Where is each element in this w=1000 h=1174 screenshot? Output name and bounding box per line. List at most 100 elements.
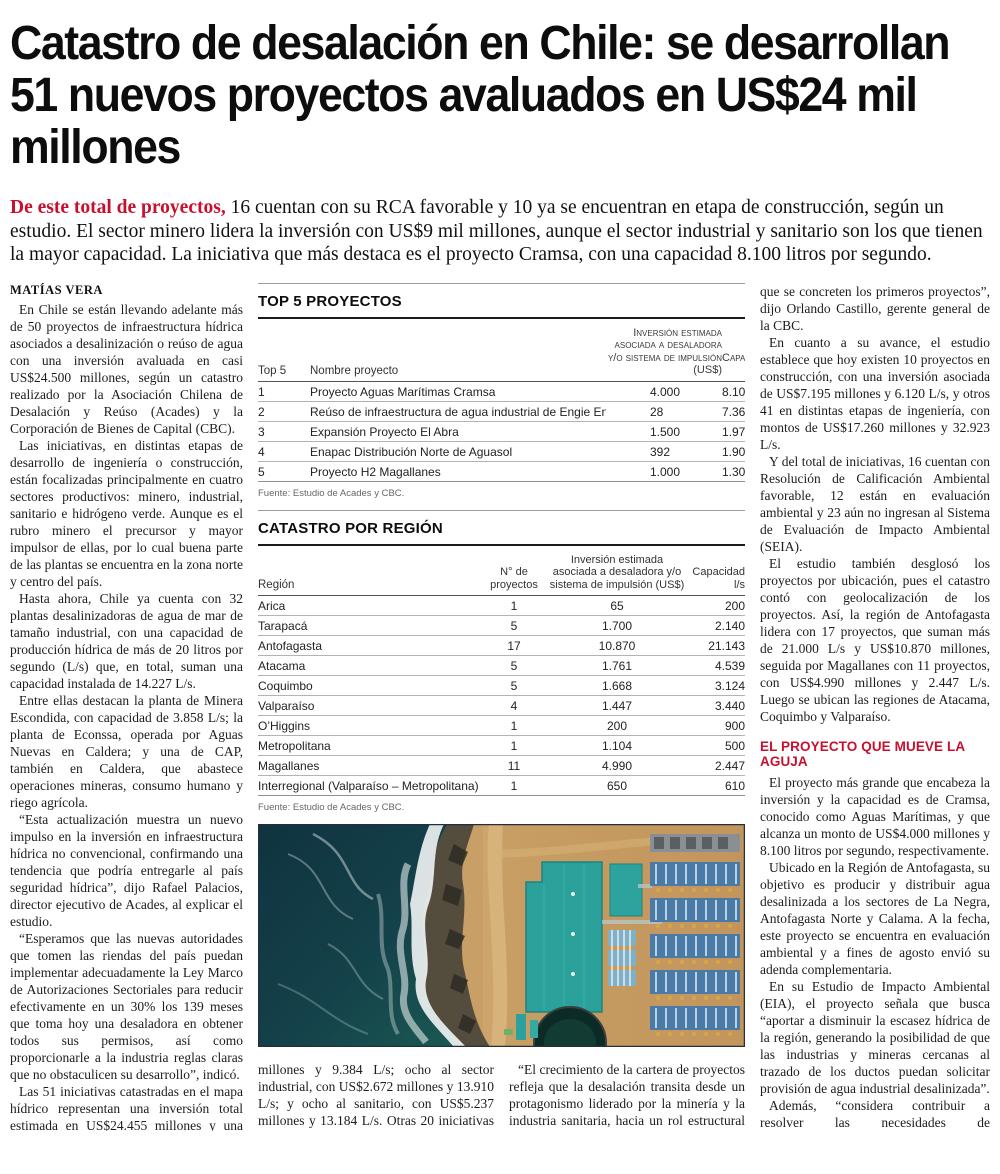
- table-cell: 65: [610, 599, 624, 613]
- table-row: Tarapacá 5 1.700 2.140: [258, 616, 745, 636]
- column-right: que se concreten los primeros proyectos”…: [760, 283, 990, 1131]
- table-cell: Metropolitana: [258, 739, 331, 753]
- body-paragraph: “El crecimiento de la cartera de proyect…: [509, 1062, 745, 1131]
- middle-subcolumn-1: millones y 9.384 L/s; ocho al sector ind…: [258, 1061, 494, 1131]
- table-cell: 5: [510, 679, 518, 693]
- right-column-text-2: El proyecto más grande que encabeza la i…: [760, 774, 990, 1131]
- body-paragraph: Entre ellas destacan la planta de Minera…: [10, 692, 243, 810]
- table-row: Valparaíso 4 1.447 3.440: [258, 696, 745, 716]
- section-subhead: EL PROYECTO QUE MUEVE LA AGUJA: [760, 738, 965, 769]
- body-paragraph: Hasta ahora, Chile ya cuenta con 32 plan…: [10, 590, 243, 691]
- table-cell: 1: [258, 384, 265, 399]
- lede-lead-in: De este total de proyectos,: [10, 197, 226, 218]
- body-paragraph: millones y 9.384 L/s; ocho al sector ind…: [258, 1062, 494, 1131]
- table-cell: 8.100: [722, 384, 745, 399]
- table-cell: Antofagasta: [258, 639, 323, 653]
- table-cell: Expansión Proyecto El Abra: [310, 424, 459, 439]
- article-lede: De este total de proyectos, 16 cuentan c…: [10, 196, 990, 267]
- table-cell: 200: [606, 719, 628, 733]
- col-header-capacidad: Capacidad L/s: [722, 351, 745, 364]
- right-column-text-1: que se concreten los primeros proyectos”…: [760, 283, 990, 725]
- table-cell: Valparaíso: [258, 699, 315, 713]
- table-catastro-source: Fuente: Estudio de Acades y CBC.: [258, 802, 405, 813]
- table-row: Atacama 5 1.761 4.539: [258, 656, 745, 676]
- table-cell: 5: [510, 659, 518, 673]
- table-cell: 200: [724, 599, 745, 613]
- table-cell: 5: [258, 464, 265, 479]
- left-column-text: En Chile se están llevando adelante más …: [10, 301, 243, 1131]
- table-cell: 2.140: [714, 619, 745, 633]
- table-cell: 10.870: [598, 639, 636, 653]
- table-top5-title: TOP 5 PROYECTOS: [258, 292, 402, 310]
- col-header-region: Región: [258, 579, 295, 591]
- table-cell: 1: [510, 779, 518, 793]
- middle-subcolumn-2: “El crecimiento de la cartera de proyect…: [509, 1061, 745, 1131]
- table-cell: 1.700: [601, 619, 633, 633]
- body-paragraph: “Esta actualización muestra un nuevo imp…: [10, 811, 243, 929]
- col-header-inversion: Inversión estimada asociada a desaladora…: [549, 553, 685, 591]
- table-cell: Tarapacá: [258, 619, 308, 633]
- column-left: MATÍAS VERA En Chile se están llevando a…: [10, 283, 243, 1131]
- col-header-top5: Top 5: [258, 364, 287, 377]
- table-cell: 2: [258, 404, 265, 419]
- table-cell: 1.900: [722, 444, 745, 459]
- table-top5-source: Fuente: Estudio de Acades y CBC.: [258, 487, 405, 499]
- table-cell: 900: [724, 719, 745, 733]
- table-cell: 11: [507, 759, 521, 773]
- table-cell: Reúso de infraestructura de agua industr…: [310, 404, 606, 419]
- table-cell: Arica: [258, 599, 286, 613]
- body-paragraph: El proyecto más grande que encabeza la i…: [760, 774, 990, 858]
- table-cell: Proyecto H2 Magallanes: [310, 464, 441, 479]
- table-row: Magallanes 11 4.990 2.447: [258, 756, 745, 776]
- byline: MATÍAS VERA: [10, 282, 103, 297]
- table-row: Interregional (Valparaíso – Metropolitan…: [258, 776, 745, 796]
- aerial-photo-desalination-plant: [258, 824, 745, 1047]
- table-cell: 4: [510, 699, 518, 713]
- table-cell: Coquimbo: [258, 679, 313, 693]
- table-row: Antofagasta 17 10.870 21.143: [258, 636, 745, 656]
- table-cell: Interregional (Valparaíso – Metropolitan…: [258, 779, 479, 793]
- table-cell: 5: [510, 619, 518, 633]
- table-cell: 1.975: [722, 424, 745, 439]
- table-cell: 1.668: [601, 679, 633, 693]
- body-paragraph: Ubicado en la Región de Antofagasta, su …: [760, 859, 990, 977]
- table-cell: 1: [510, 599, 518, 613]
- table-row: 4 Enapac Distribución Norte de Aguasol 392…: [258, 442, 745, 462]
- table-cell: 1.300: [722, 464, 745, 479]
- body-paragraph: En cuanto a su avance, el estudio establ…: [760, 334, 990, 452]
- body-paragraph: En su Estudio de Impacto Ambiental (EIA)…: [760, 978, 990, 1096]
- table-cell: 392: [650, 444, 671, 459]
- body-paragraph: que se concreten los primeros proyectos”…: [760, 283, 990, 333]
- table-row: O’Higgins 1 200 900: [258, 716, 745, 736]
- table-row: Metropolitana 1 1.104 500: [258, 736, 745, 756]
- table-cell: 1.447: [601, 699, 633, 713]
- col-header-nombre: Nombre proyecto: [310, 364, 399, 377]
- table-cell: 4.990: [601, 759, 633, 773]
- table-cell: 1.761: [601, 659, 633, 673]
- table-catastro-header-row: Región N° de proyectos Inversión estimad…: [258, 546, 745, 596]
- table-cell: 4.539: [714, 659, 745, 673]
- table-top5: Top 5 Nombre proyecto Inversión estimada…: [258, 319, 745, 482]
- body-paragraph: Además, “considera contribuir a resolver…: [760, 1097, 990, 1130]
- table-cell: Enapac Distribución Norte de Aguasol: [310, 444, 513, 459]
- table-row: Coquimbo 5 1.668 3.124: [258, 676, 745, 696]
- table-row: Arica 1 65 200: [258, 596, 745, 616]
- col-header-n-proyectos: N° de proyectos: [490, 566, 538, 591]
- table-cell: 7.360: [722, 404, 745, 419]
- body-paragraph: Y del total de iniciativas, 16 cuentan c…: [760, 453, 990, 554]
- table-cell: 4: [258, 444, 265, 459]
- body-paragraph: “Esperamos que las nuevas autoridades qu…: [10, 930, 243, 1082]
- body-paragraph: Las 51 iniciativas catastradas en el map…: [10, 1083, 243, 1131]
- table-cell: 1.500: [650, 424, 681, 439]
- table-cell: 3.440: [714, 699, 745, 713]
- table-cell: 4.000: [650, 384, 681, 399]
- body-paragraph: El estudio también desglosó los proyecto…: [760, 555, 990, 724]
- table-row: 5 Proyecto H2 Magallanes 1.000 1.300: [258, 462, 745, 482]
- table-cell: 1: [510, 739, 518, 753]
- table-cell: 3: [258, 424, 265, 439]
- table-cell: 17: [507, 639, 521, 653]
- table-row: 1 Proyecto Aguas Marítimas Cramsa 4.000 8.1…: [258, 382, 745, 402]
- table-top5-body: 1 Proyecto Aguas Marítimas Cramsa 4.000 8.1…: [258, 382, 745, 482]
- col-header-inversion: Inversión estimada asociada a desaladora…: [607, 326, 722, 377]
